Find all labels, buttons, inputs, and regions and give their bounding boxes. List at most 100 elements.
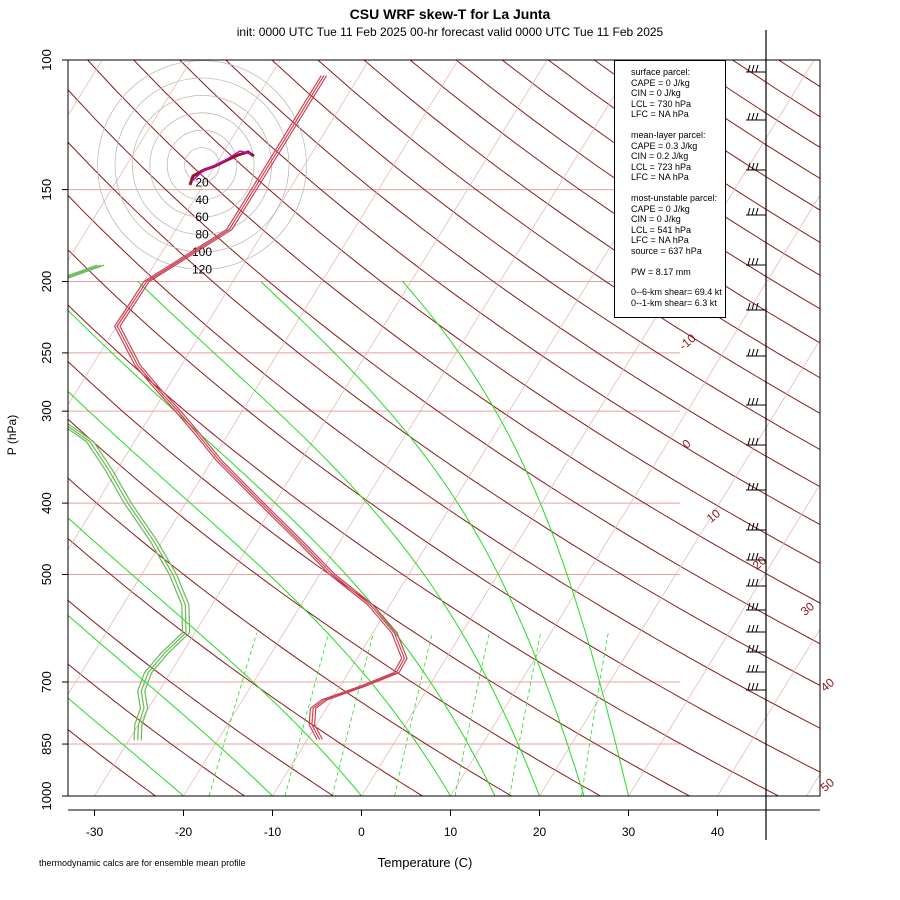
wind-barb-flag — [747, 257, 751, 266]
x-axis-label: Temperature (C) — [377, 855, 473, 870]
isotherm-line — [628, 483, 820, 796]
mixing-ratio-label: 12 — [506, 796, 518, 808]
wind-barb-flag — [751, 207, 755, 216]
wind-barb-flag — [755, 578, 759, 587]
most-unstable-lcl: LCL = 541 hPa — [631, 224, 691, 235]
y-tick-label: 400 — [39, 492, 54, 514]
mixing-ratio-line — [394, 632, 433, 796]
wind-barb-flag — [755, 682, 759, 691]
dry-adiabat — [68, 194, 820, 729]
isotherm-label: -10 — [676, 331, 699, 353]
parcel-info-box: surface parcel: CAPE = 0 J/kg CIN = 0 J/… — [614, 60, 726, 318]
mixing-ratio-label: 5 — [391, 796, 397, 808]
temperature-profile — [113, 75, 403, 740]
surface-parcel-block: surface parcel: CAPE = 0 J/kg CIN = 0 J/… — [631, 67, 725, 120]
dry-adiabat — [68, 663, 245, 796]
dry-adiabat — [363, 60, 820, 379]
y-tick-label: 700 — [39, 671, 54, 693]
moist-adiabat — [68, 697, 184, 796]
mixing-ratio-line — [509, 632, 542, 796]
isotherm-line — [361, 60, 815, 796]
wind-barb-flag — [751, 644, 755, 653]
most-unstable-lfc: LFC = NA hPa — [631, 235, 689, 246]
moist-adiabat — [137, 281, 540, 796]
dry-adiabat — [68, 304, 779, 796]
y-tick-label: 850 — [39, 733, 54, 755]
wind-barb-flag — [755, 257, 759, 266]
dry-adiabat — [68, 477, 512, 796]
mean-layer-cin: CIN = 0.2 J/kg — [631, 151, 689, 162]
dewpoint-profile — [68, 264, 187, 741]
dry-adiabat — [68, 728, 156, 796]
isotherm-line — [183, 60, 637, 796]
mixing-ratio-label: 3 — [329, 796, 335, 808]
dry-adiabat — [68, 537, 423, 796]
wind-barb-flag — [751, 437, 755, 446]
dry-adiabat — [68, 599, 334, 796]
wind-barb-flag — [751, 302, 755, 311]
surface-lcl: LCL = 730 hPa — [631, 98, 691, 109]
mixing-ratio-line — [331, 632, 374, 796]
mean-layer-lcl: LCL = 723 hPa — [631, 161, 691, 172]
plot-frame — [67, 59, 821, 797]
dry-adiabat — [87, 60, 820, 604]
wind-barb-flag — [755, 664, 759, 673]
wind-barb-flag — [755, 348, 759, 357]
dry-adiabat — [225, 60, 820, 488]
wind-barb-flag — [751, 522, 755, 531]
wind-barb-flag — [747, 624, 751, 633]
hodograph-ring — [149, 112, 255, 218]
most-unstable-cin: CIN = 0 J/kg — [631, 214, 681, 225]
mixing-ratio-label: 20 — [578, 796, 590, 808]
wind-barb-flag — [755, 397, 759, 406]
surface-lfc: LFC = NA hPa — [631, 109, 689, 120]
temperature-profile — [116, 75, 406, 740]
wind-barb-flag — [755, 64, 759, 73]
temperature-profile — [119, 75, 408, 740]
wind-barb-flag — [755, 207, 759, 216]
mixing-ratio-line — [284, 632, 330, 796]
x-tick-label: 10 — [444, 825, 458, 839]
wind-barb-flag — [755, 644, 759, 653]
hodograph-trace — [191, 150, 253, 182]
mixing-ratio-line — [581, 632, 609, 796]
moist-adiabat — [68, 309, 496, 796]
y-tick-label: 1000 — [39, 782, 54, 811]
most-unstable-heading: most-unstable parcel: — [631, 192, 718, 203]
moist-adiabat — [260, 281, 585, 796]
isotherm-line — [450, 194, 820, 796]
wind-barb-flag — [751, 348, 755, 357]
mixing-ratio-label: 1 — [206, 796, 212, 808]
moist-adiabat — [402, 281, 629, 796]
wind-barb-flag — [747, 522, 751, 531]
shear-0-6km: 0--6-km shear= 69.4 kt — [631, 287, 722, 298]
most-unstable-source: source = 637 hPa — [631, 245, 702, 256]
isotherm-line — [0, 60, 13, 796]
hodograph-ring-label: 40 — [195, 193, 209, 207]
dewpoint-profile — [68, 264, 184, 741]
wind-barb-flag — [747, 112, 751, 121]
hodograph-ring-label: 20 — [195, 175, 209, 189]
dry-adiabat — [68, 249, 820, 773]
dry-adiabat — [133, 60, 820, 564]
wind-barb-flag — [755, 302, 759, 311]
dry-adiabat — [68, 418, 601, 796]
hodograph-ring-label: 120 — [192, 262, 212, 276]
wind-barb-flag — [747, 644, 751, 653]
x-tick-label: 0 — [358, 825, 365, 839]
surface-parcel-heading: surface parcel: — [631, 67, 691, 77]
isotherm-line — [94, 60, 548, 796]
surface-cape: CAPE = 0 J/kg — [631, 77, 690, 88]
hodograph-ring — [114, 77, 290, 253]
moist-adiabat — [68, 390, 451, 796]
mixing-ratio-label: 8 — [452, 796, 458, 808]
chart-title: CSU WRF skew-T for La Junta — [349, 6, 551, 22]
dry-adiabat — [68, 141, 820, 686]
wind-barb-flag — [755, 482, 759, 491]
isotherm-line — [717, 628, 820, 796]
wind-barb-flag — [747, 302, 751, 311]
wind-barb-flag — [751, 602, 755, 611]
y-tick-label: 500 — [39, 564, 54, 586]
hodograph-ring-label: 80 — [195, 228, 209, 242]
dry-adiabat — [0, 60, 67, 796]
